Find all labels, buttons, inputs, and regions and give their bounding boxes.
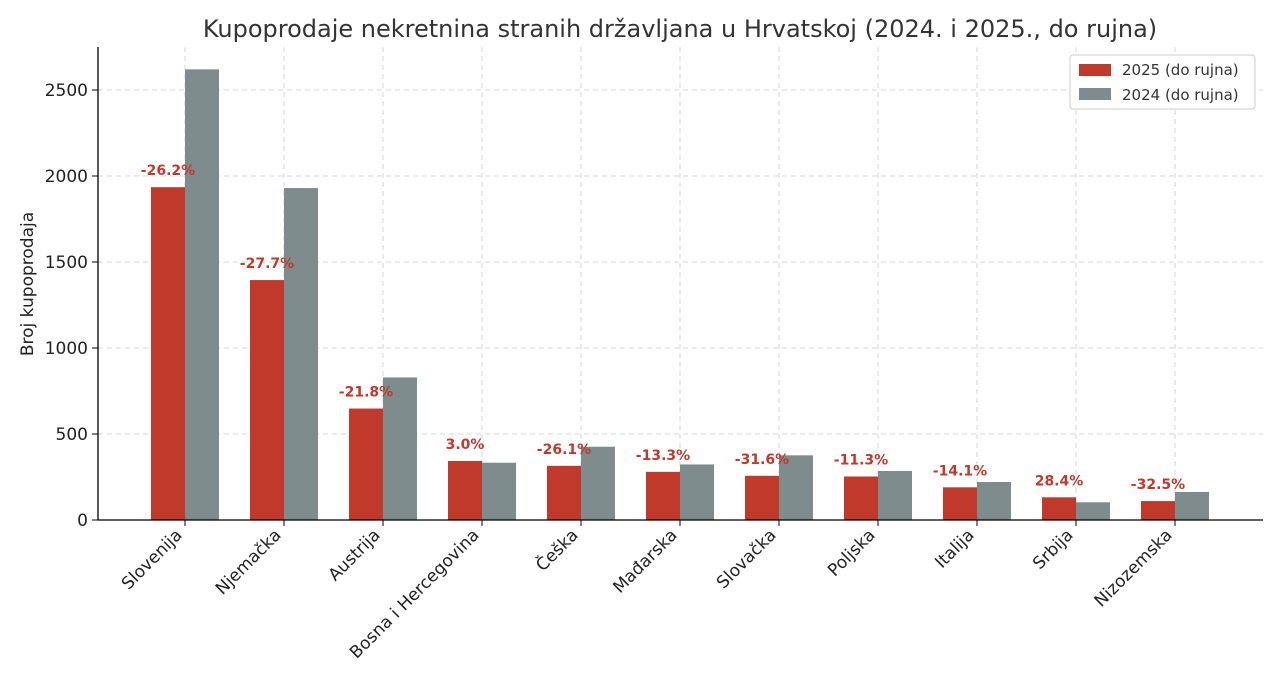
bar-2024: [383, 377, 417, 520]
percent-change-label: 28.4%: [1035, 473, 1084, 489]
x-tick-label: Češka: [531, 524, 583, 576]
percent-change-label: -26.1%: [537, 442, 591, 458]
percent-change-label: -32.5%: [1131, 477, 1185, 493]
bar-2024: [680, 464, 714, 520]
percent-change-label: -13.3%: [636, 448, 690, 464]
x-tick-label: Nizozemska: [1091, 525, 1177, 611]
bars: [151, 69, 1209, 521]
bar-2025: [547, 465, 581, 520]
bar-2025: [448, 461, 482, 520]
x-tick-label: Slovenija: [118, 525, 187, 594]
bar-2024: [779, 455, 813, 520]
percent-change-label: -11.3%: [834, 452, 888, 468]
bar-2025: [646, 471, 680, 520]
bar-2025: [943, 487, 977, 520]
x-tick-label: Italija: [931, 525, 978, 572]
bar-2024: [977, 481, 1011, 520]
legend-swatch-2025: [1079, 64, 1111, 76]
bar-2024: [1175, 491, 1209, 520]
percent-change-labels: -26.2% -27.7% -21.8% 3.0% -26.1% -13.3% -31.6%…: [141, 163, 1185, 493]
percent-change-label: -27.7%: [240, 256, 294, 272]
y-tick-label: 1000: [45, 339, 88, 359]
x-tick-label: Poljska: [824, 525, 879, 580]
x-tick-label: Austrija: [325, 525, 385, 585]
bar-2024: [1076, 502, 1110, 520]
y-tick-label: 2500: [45, 81, 88, 101]
bar-2025: [1042, 497, 1076, 520]
bar-2024: [878, 470, 912, 520]
y-tick-labels: 0 500 1000 1500 2000 2500: [45, 81, 98, 531]
bar-2024: [482, 462, 516, 520]
bar-2025: [745, 475, 779, 520]
percent-change-label: -21.8%: [339, 385, 393, 401]
bar-2024: [284, 188, 318, 521]
bar-2025: [250, 280, 284, 520]
y-tick-label: 500: [56, 425, 88, 445]
bar-2024: [185, 69, 219, 521]
legend-label-2025: 2025 (do rujna): [1122, 61, 1239, 79]
legend-box: [1069, 54, 1256, 110]
y-tick-label: 0: [77, 511, 88, 531]
y-tick-label: 2000: [45, 167, 88, 187]
bar-2025: [1141, 501, 1175, 520]
bar-2025: [844, 476, 878, 520]
y-tick-label: 1500: [45, 253, 88, 273]
x-tick-label: Srbija: [1029, 525, 1077, 573]
legend-swatch-2024: [1079, 88, 1111, 100]
percent-change-label: -14.1%: [933, 463, 987, 479]
legend: 2025 (do rujna) 2024 (do rujna): [1069, 54, 1256, 110]
y-axis-label: Broj kupoprodaja: [18, 212, 38, 356]
bar-2024: [581, 446, 615, 520]
x-tick-label: Slovačka: [713, 525, 781, 593]
percent-change-label: 3.0%: [446, 437, 485, 453]
legend-label-2024: 2024 (do rujna): [1122, 86, 1239, 104]
percent-change-label: -26.2%: [141, 163, 195, 179]
percent-change-label: -31.6%: [735, 452, 789, 468]
bar-2025: [349, 408, 383, 520]
x-tick-label: Njemačka: [212, 525, 286, 599]
x-tick-label: Mađarska: [609, 525, 681, 597]
chart-title: Kupoprodaje nekretnina stranih državljan…: [203, 15, 1157, 43]
bar-2025: [151, 187, 185, 520]
